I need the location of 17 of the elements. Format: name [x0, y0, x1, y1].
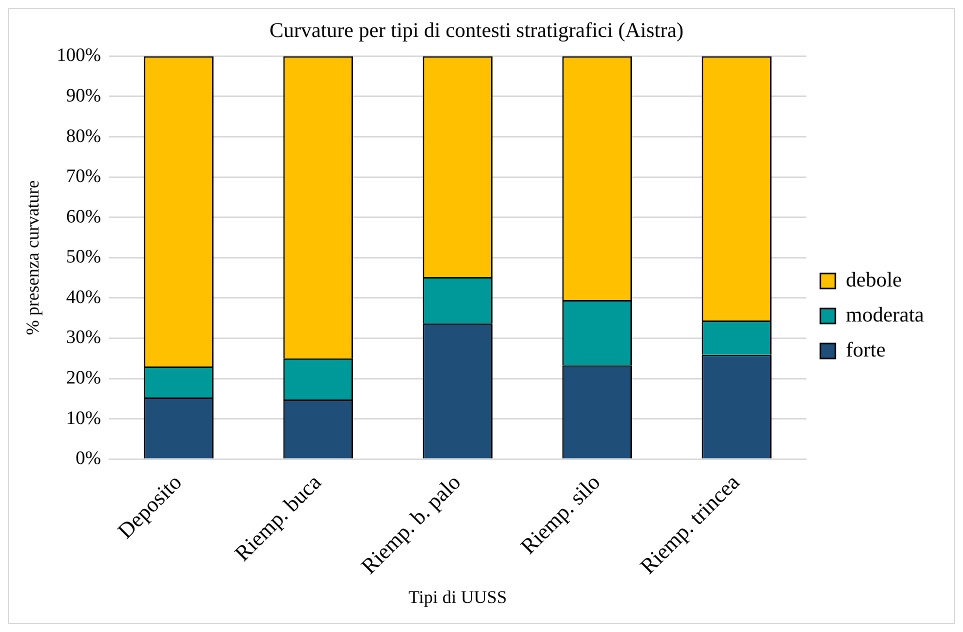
legend-label: moderata — [846, 302, 925, 327]
y-tick-label: 40% — [66, 286, 102, 308]
y-tick-label: 50% — [66, 246, 102, 268]
y-tick-label: 20% — [66, 368, 102, 389]
y-tick-label: 30% — [66, 327, 102, 348]
y-tick-label: 70% — [66, 166, 102, 188]
y-tick-label: 0% — [76, 448, 102, 470]
y-axis-title: % presenza curvature — [22, 180, 43, 336]
y-tick-label: 60% — [66, 206, 102, 228]
y-tick-label: 100% — [56, 45, 102, 66]
x-axis-title: Tipi di UUSS — [408, 586, 507, 607]
y-tick-label: 10% — [66, 408, 102, 429]
y-tick-label: 90% — [66, 85, 102, 106]
legend-label: debole — [846, 268, 902, 292]
chart-title: Curvature per tipi di contesti stratigrafici (Aistra) — [269, 18, 684, 42]
y-tick-label: 80% — [66, 126, 102, 147]
legend-label: forte — [846, 338, 886, 362]
